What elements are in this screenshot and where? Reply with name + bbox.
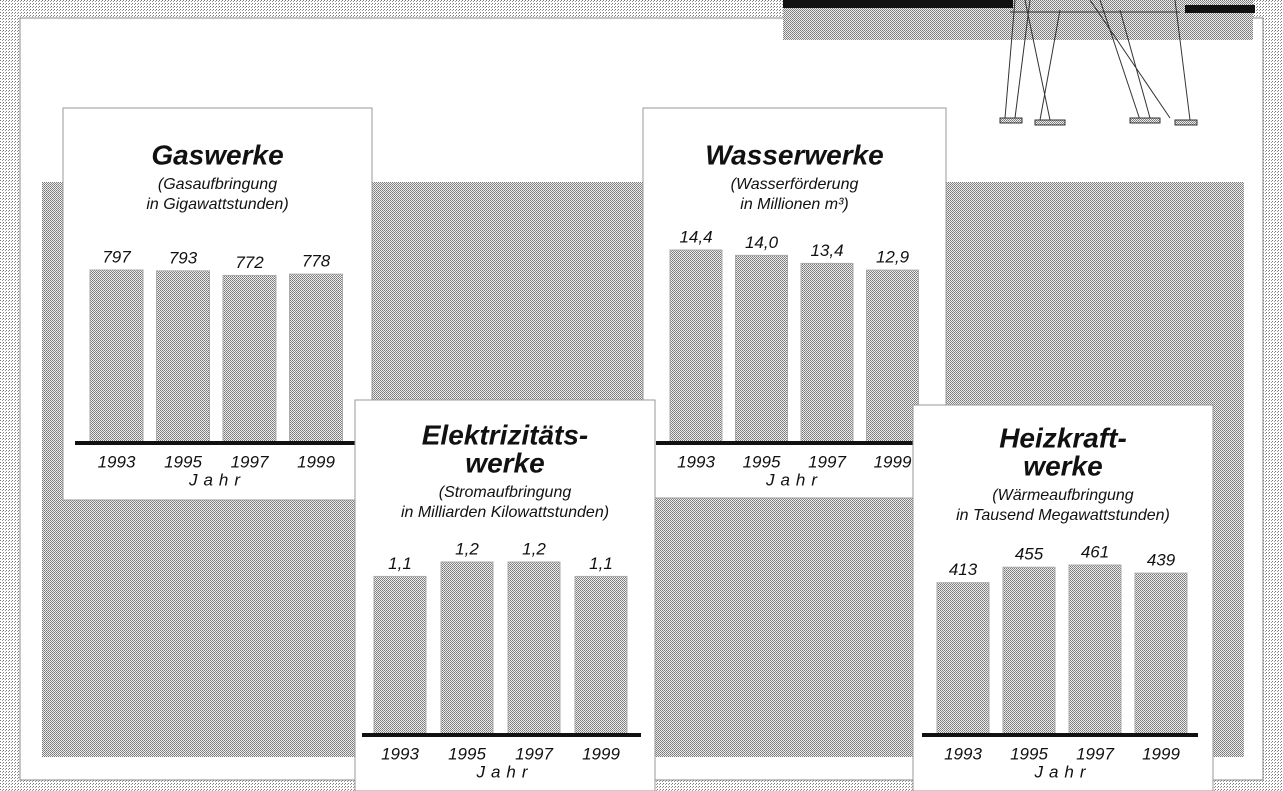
value-label: 413 [949,560,978,579]
bar [670,250,722,443]
bar [1135,573,1187,735]
x-tick-label: 1995 [743,452,781,471]
x-axis-label: Jahr [765,470,823,489]
x-tick-label: 1999 [874,452,912,471]
x-tick-label: 1999 [582,744,620,763]
bar [1069,565,1121,735]
value-label: 1,1 [388,554,412,573]
bar [508,562,560,735]
chart-title: Wasserwerke [705,139,884,170]
x-tick-label: 1993 [677,452,715,471]
chart-title: Heizkraft- [999,422,1127,453]
chart-title: Gaswerke [151,139,283,170]
bar [801,263,853,443]
x-tick-label: 1995 [448,744,486,763]
bar [736,255,788,443]
chart-title: werke [1023,450,1102,481]
chart-subtitle: (Wärmeaufbringung [992,487,1134,504]
x-tick-label: 1999 [1142,744,1180,763]
chart-subtitle: in Milliarden Kilowattstunden) [401,504,609,521]
bar [937,583,989,735]
value-label: 461 [1081,542,1109,561]
bar [223,275,276,443]
value-label: 1,2 [522,539,546,558]
bar [157,271,210,443]
x-tick-label: 1995 [1010,744,1048,763]
bar [90,270,143,443]
x-tick-label: 1997 [1076,744,1114,763]
value-label: 1,2 [455,539,479,558]
page: Gaswerke (Gasaufbringung in Gigawattstunde… [0,0,1283,791]
bar [575,576,627,735]
x-axis-label: Jahr [188,470,246,489]
chart-subtitle: (Wasserförderung [731,176,859,193]
chart-page: Gaswerke (Gasaufbringung in Gigawattstunde… [0,0,1283,791]
value-label: 13,4 [810,241,843,260]
chart-subtitle: (Gasaufbringung [158,176,277,193]
chart-title: Elektrizitäts- [422,419,589,450]
chart-subtitle: in Gigawattstunden) [146,196,288,213]
x-tick-label: 1993 [944,744,982,763]
bar [374,576,426,735]
value-label: 772 [235,253,264,272]
x-tick-label: 1997 [515,744,553,763]
value-label: 455 [1015,545,1044,564]
value-label: 1,1 [589,554,613,573]
bar [441,562,493,735]
value-label: 778 [302,252,331,271]
x-tick-label: 1993 [381,744,419,763]
chart-subtitle: in Millionen m³) [740,196,848,213]
value-label: 439 [1147,551,1176,570]
bar [290,274,343,443]
value-label: 14,0 [745,233,779,252]
chart-title: werke [465,447,544,478]
x-tick-label: 1995 [164,452,202,471]
x-axis-label: Jahr [475,762,533,781]
value-label: 797 [102,247,131,266]
value-label: 793 [169,248,198,267]
x-tick-label: 1999 [297,452,335,471]
bar [1003,567,1055,735]
bar [867,270,919,443]
x-axis-label: Jahr [1033,762,1091,781]
x-tick-label: 1993 [98,452,136,471]
value-label: 12,9 [876,248,910,267]
x-tick-label: 1997 [808,452,846,471]
chart-subtitle: in Tausend Megawattstunden) [956,507,1170,524]
value-label: 14,4 [679,227,712,246]
x-tick-label: 1997 [231,452,269,471]
chart-subtitle: (Stromaufbringung [439,484,572,501]
